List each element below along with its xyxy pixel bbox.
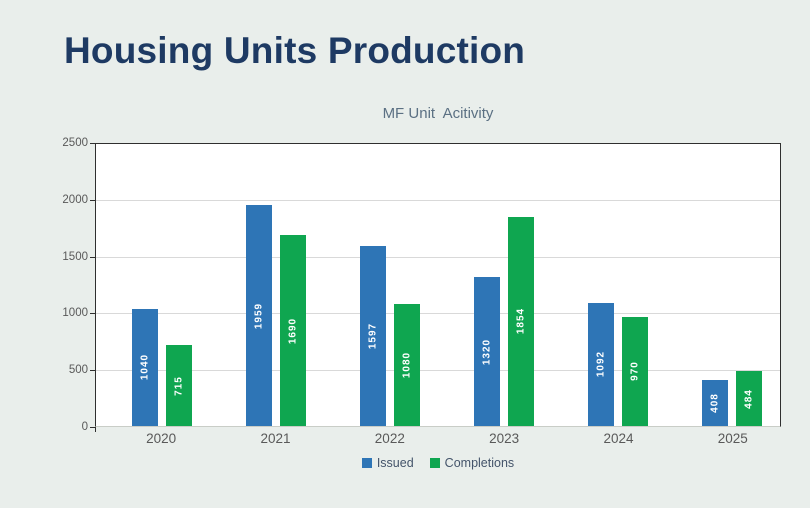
legend-label-issued: Issued [376, 456, 414, 470]
y-axis-tick-mark [90, 199, 95, 201]
y-axis-tick-mark [90, 427, 95, 428]
bar-value-label: 1854 [515, 308, 527, 335]
plot-area: 1040 715 1959 1690 1597 1080 1320 1854 1092 970 40… [95, 143, 781, 427]
legend-item-completions: Completions [429, 456, 515, 470]
bar-completions-2022: 1080 [394, 304, 420, 426]
y-axis-tick-mark [90, 313, 95, 315]
legend-swatch-completions [429, 458, 440, 468]
bar-group-2023: 1320 1854 [447, 144, 561, 426]
bar-value-label: 484 [743, 388, 755, 409]
bar-groups: 1040 715 1959 1690 1597 1080 1320 1854 1092 970 40… [96, 144, 780, 426]
bar-completions-2021: 1690 [280, 235, 306, 426]
legend-item-issued: Issued [361, 456, 414, 470]
y-axis-tick-label: 0 [81, 421, 88, 433]
gridline [96, 200, 780, 202]
bar-value-label: 1040 [139, 354, 151, 381]
bar-value-label: 1320 [481, 338, 493, 365]
chart-title: MF Unit Acitivity [382, 105, 494, 122]
bar-issued-2024: 1092 [588, 302, 614, 426]
y-axis-tick-mark [90, 143, 95, 144]
bar-group-2024: 1092 970 [561, 144, 675, 426]
x-axis-label-2023: 2023 [489, 431, 520, 446]
y-axis-tick-label: 1000 [62, 307, 88, 320]
y-axis-tick-mark [90, 256, 95, 258]
page-title: Housing Units Production [64, 30, 526, 71]
bar-issued-2021: 1959 [246, 205, 272, 426]
x-axis-label-2020: 2020 [146, 431, 177, 446]
x-axis-label-2022: 2022 [374, 431, 405, 446]
bar-issued-2025: 408 [702, 379, 728, 426]
gridline [96, 313, 780, 315]
bar-group-2022: 1597 1080 [333, 144, 447, 426]
x-axis-label-2021: 2021 [260, 431, 291, 446]
bar-completions-2024: 970 [622, 316, 648, 426]
legend: Issued Completions [95, 456, 781, 470]
y-axis-tick-mark [90, 370, 95, 372]
bar-completions-2023: 1854 [508, 216, 534, 426]
bar-completions-2020: 715 [166, 345, 192, 426]
gridline [96, 369, 780, 371]
x-axis-label-2025: 2025 [717, 431, 748, 446]
bar-value-label: 1080 [401, 351, 413, 379]
x-axis-tick [95, 427, 96, 432]
y-axis-tick-label: 2500 [62, 137, 88, 149]
x-axis-label-2024: 2024 [603, 431, 634, 446]
y-axis-tick-label: 1500 [62, 250, 88, 263]
bar-value-label: 970 [629, 361, 641, 382]
y-axis-tick-label: 500 [68, 364, 88, 377]
bar-group-2025: 408 484 [675, 144, 789, 426]
bar-value-label: 715 [173, 375, 185, 396]
bar-value-label: 1690 [287, 317, 299, 344]
bar-value-label: 1959 [253, 302, 265, 329]
legend-label-completions: Completions [444, 456, 515, 470]
gridline [96, 256, 780, 258]
legend-swatch-issued [361, 458, 372, 468]
bar-issued-2023: 1320 [474, 277, 500, 426]
bar-group-2020: 1040 715 [105, 144, 219, 426]
bar-value-label: 408 [709, 393, 721, 413]
bar-group-2021: 1959 1690 [219, 144, 333, 426]
bar-completions-2025: 484 [736, 371, 762, 426]
bar-issued-2022: 1597 [360, 245, 386, 426]
bar-value-label: 1092 [595, 351, 607, 378]
x-axis-labels: 2020 2021 2022 2023 2024 2025 [95, 431, 781, 446]
bar-issued-2020: 1040 [132, 308, 158, 426]
y-axis-tick-label: 2000 [62, 193, 88, 206]
bar-value-label: 1597 [367, 322, 379, 350]
